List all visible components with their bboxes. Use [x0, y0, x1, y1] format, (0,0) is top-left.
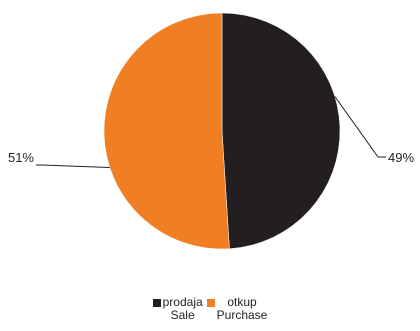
legend-text-otkup: otkup Purchase [217, 296, 268, 322]
legend-label-otkup: otkup [227, 295, 257, 309]
legend-text-prodaja: prodaja Sale [163, 296, 203, 322]
legend-label-purchase: Purchase [216, 308, 268, 322]
legend: prodaja Sale otkup Purchase [0, 296, 420, 322]
legend-item-prodaja: prodaja Sale [152, 296, 203, 322]
data-label-prodaja: 49% [388, 150, 414, 165]
pie-slice-otkup [103, 12, 230, 250]
pie-slice-prodaja [221, 12, 341, 250]
legend-label-sale: Sale [170, 308, 195, 322]
leader-line-otkup [36, 164, 110, 168]
leader-line-prodaja [334, 96, 386, 158]
legend-label-prodaja: prodaja [162, 295, 203, 309]
legend-swatch-prodaja [152, 299, 161, 307]
legend-swatch-otkup [206, 299, 215, 307]
legend-item-otkup: otkup Purchase [206, 296, 268, 322]
data-label-otkup: 51% [8, 150, 34, 165]
